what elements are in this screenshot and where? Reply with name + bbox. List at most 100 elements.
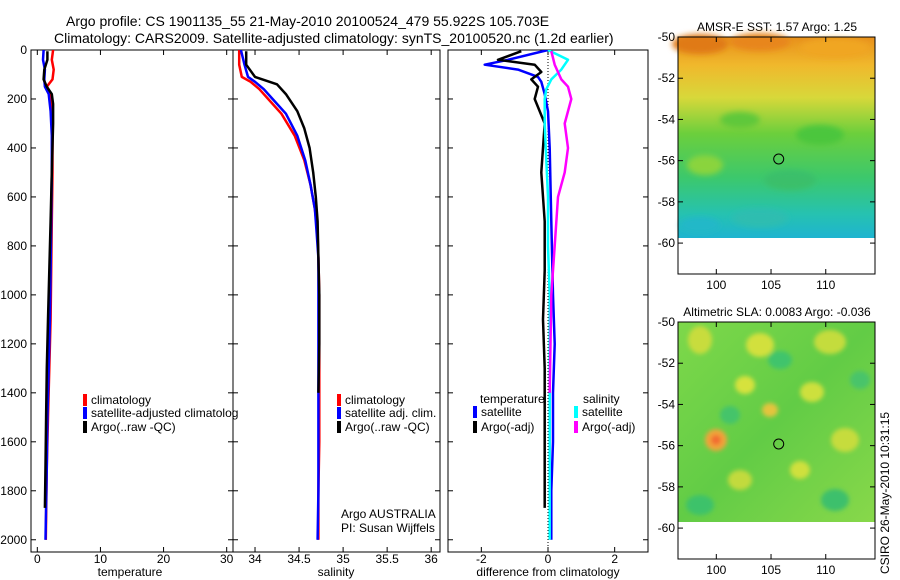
salinity-series-satellite-adj-clim [239, 50, 320, 540]
map-lon-tick-label: 105 [761, 278, 781, 292]
temperature-series [41, 50, 55, 540]
figure-title-line2: Climatology: CARS2009. Satellite-adjuste… [54, 30, 614, 46]
map-lat-tick-label: -56 [658, 154, 676, 168]
legend-label-sal-argo: Argo(-adj) [582, 420, 635, 434]
depth-tick-label: 1600 [0, 435, 27, 449]
difference-xlabel: difference from climatology [476, 565, 619, 579]
sla-peak-patch [711, 435, 721, 445]
map-lat-tick-label: -60 [658, 521, 676, 535]
temperature-series-argo-raw-qc [42, 51, 55, 508]
figure-title-line1: Argo profile: CS 1901135_55 21-May-2010 … [66, 13, 549, 29]
sla-low-patch [821, 489, 849, 511]
difference-series-salinity-argo-adj [548, 50, 573, 393]
legend-label-argo: Argo(..raw -QC) [345, 420, 430, 434]
legend-label-temp-argo: Argo(-adj) [481, 420, 534, 434]
difference-xtick-label: -2 [476, 552, 487, 566]
difference-series [483, 50, 573, 540]
legend-label-satellite: satellite adj. clim. [345, 406, 436, 420]
depth-tick-label: 0 [20, 43, 27, 57]
argo-position-marker [773, 153, 785, 165]
sst-map-panel: AMSR-E SST: 1.57 Argo: 1.25 -50 -52 -54 -56… [658, 20, 876, 292]
temperature-xtick-label: 10 [94, 552, 108, 566]
sla-high-patch [728, 470, 752, 490]
legend-swatch-temp-satellite [473, 406, 477, 418]
sst-field-base [678, 37, 875, 238]
sst-cold-patch [732, 209, 788, 227]
sst-green-patch [796, 125, 844, 145]
salinity-series-climatology [237, 50, 321, 540]
sst-warm-patch [800, 38, 870, 58]
map-lon-tick-label: 100 [706, 278, 726, 292]
float-pi-label: PI: Susan Wijffels [341, 521, 435, 535]
difference-axis-ticks: -2 0 2 [476, 50, 618, 566]
float-program-label: Argo AUSTRALIA [341, 507, 436, 521]
sla-high-patch [735, 376, 755, 394]
salinity-xtick-label: 36 [425, 552, 439, 566]
depth-tick-label: 1800 [0, 484, 27, 498]
sst-green-patch [687, 155, 723, 175]
sla-map-ticks: -50 -52 -54 -56 -58 -60 100 105 110 [658, 315, 875, 577]
sst-map-title: AMSR-E SST: 1.57 Argo: 1.25 [697, 20, 857, 34]
salinity-xlabel: salinity [318, 565, 355, 579]
temperature-axes-box [30, 49, 234, 553]
difference-series-temperature-satellite [483, 50, 556, 540]
sla-map-frame [677, 321, 876, 560]
sla-high-patch [688, 326, 712, 354]
salinity-xtick-label: 34 [248, 552, 262, 566]
map-lat-tick-label: -56 [658, 439, 676, 453]
sst-warm-patch [672, 34, 728, 54]
legend-swatch-climatology [83, 394, 87, 406]
temperature-xtick-label: 20 [157, 552, 171, 566]
sst-map-field [672, 33, 875, 238]
sst-map-ticks: -50 -52 -54 -56 -58 -60 100 105 110 [658, 30, 875, 292]
legend-swatch-temp-argo [473, 421, 477, 433]
map-lon-tick-label: 110 [816, 278, 835, 292]
temperature-xtick-label: 0 [34, 552, 41, 566]
sst-map-frame [677, 36, 876, 275]
temperature-xlabel: temperature [98, 565, 163, 579]
legend-label-satellite: satellite-adjusted climatolog [91, 406, 238, 420]
legend-label-climatology: climatology [91, 393, 151, 407]
sla-low-patch [686, 495, 714, 515]
map-lat-tick-label: -50 [658, 315, 676, 329]
temperature-legend: climatology satellite-adjusted climatolo… [83, 393, 238, 434]
legend-label-argo: Argo(..raw -QC) [91, 420, 176, 434]
depth-axis-ticks: 0 200 400 600 800 1000 1200 1400 1600 1800 2000 [0, 43, 233, 547]
sla-high-patch [800, 382, 824, 402]
depth-tick-label: 1200 [0, 337, 27, 351]
sla-high-patch [762, 403, 778, 417]
sst-cold-patch [680, 217, 720, 233]
map-lon-tick-label: 105 [761, 563, 781, 577]
float-info-annotation: Argo AUSTRALIA PI: Susan Wijffels [341, 507, 436, 535]
salinity-xtick-label: 34.5 [287, 552, 311, 566]
legend-label-climatology: climatology [345, 393, 405, 407]
salinity-panel: 34 34.5 35 35.5 36 salinity climatology sate… [232, 49, 441, 579]
legend-swatch-satellite [83, 407, 87, 419]
legend-swatch-satellite [337, 407, 341, 419]
salinity-xtick-label: 35 [336, 552, 350, 566]
map-lat-tick-label: -50 [658, 30, 676, 44]
depth-tick-label: 1400 [0, 386, 27, 400]
difference-legend: temperature satellite Argo(-adj) salinit… [473, 392, 635, 434]
sla-high-patch [790, 461, 810, 479]
salinity-axes-box [232, 49, 441, 553]
sla-high-patch [814, 330, 846, 354]
salinity-series-argo-raw-qc [244, 51, 321, 393]
map-lat-tick-label: -60 [658, 236, 676, 250]
depth-tick-label: 600 [7, 190, 27, 204]
temperature-xtick-label: 30 [220, 552, 234, 566]
sst-green-patch [764, 170, 816, 190]
legend-heading-salinity: salinity [583, 392, 620, 406]
salinity-legend: climatology satellite adj. clim. Argo(..… [337, 393, 436, 434]
map-lat-tick-label: -54 [658, 112, 676, 126]
sst-green-patch [720, 112, 760, 128]
sla-high-patch [831, 428, 859, 452]
map-lat-tick-label: -52 [658, 71, 676, 85]
depth-tick-label: 200 [7, 92, 27, 106]
credit-timestamp: CSIRO 26-May-2010 10:31:15 [878, 412, 892, 574]
map-lat-tick-label: -52 [658, 356, 676, 370]
sla-low-patch [720, 406, 740, 424]
legend-swatch-sal-satellite [574, 406, 578, 418]
difference-panel: -2 0 2 difference from climatology tempera… [447, 49, 649, 579]
